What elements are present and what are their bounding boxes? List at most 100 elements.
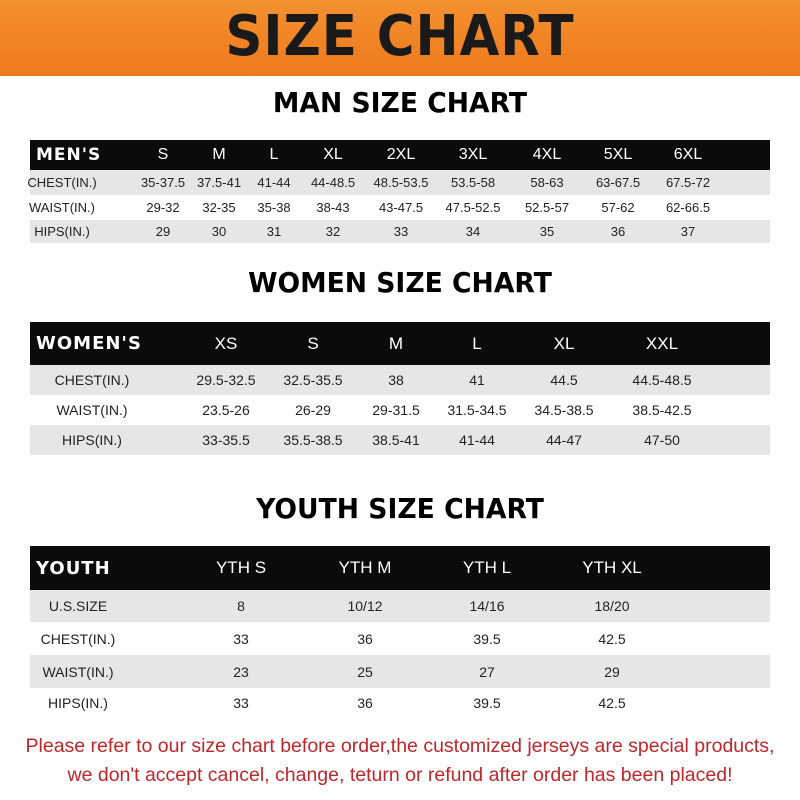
size-value-cell: 37.5-41 <box>196 175 242 190</box>
size-value-cell: 31.5-34.5 <box>447 402 507 418</box>
youth-table-row: WAIST(IN.) 23 25 27 29 <box>30 655 770 688</box>
size-value-cell: 34.5-38.5 <box>534 402 594 418</box>
table-title-cell: MEN'S <box>36 145 102 165</box>
size-value-cell: 37 <box>680 224 696 239</box>
size-value-cell: 29.5-32.5 <box>196 372 256 388</box>
youth-header-row: YOUTH YTH S YTH M YTH L YTH XL <box>30 546 770 590</box>
size-value-cell: 25 <box>357 663 373 680</box>
size-value-cell: 29-32 <box>146 200 180 215</box>
size-value-cell: 32 <box>325 224 341 239</box>
size-value-cell: 18/20 <box>594 598 630 614</box>
size-value-cell: 33-35.5 <box>202 432 250 448</box>
measurement-label: CHEST(IN.) <box>27 175 97 190</box>
size-value-cell: 41-44 <box>459 432 495 448</box>
measurement-label: WAIST(IN.) <box>42 663 114 680</box>
size-header-cell: YTH M <box>338 558 392 577</box>
size-value-cell: 67.5-72 <box>665 175 711 190</box>
measurement-label: HIPS(IN.) <box>34 224 90 239</box>
size-value-cell: 39.5 <box>473 695 501 711</box>
size-header-cell: M <box>388 333 404 353</box>
youth-table-row: CHEST(IN.) 33 36 39.5 42.5 <box>30 622 770 655</box>
size-value-cell: 52.5-57 <box>524 200 570 215</box>
measurement-label: CHEST(IN.) <box>40 630 116 647</box>
size-value-cell: 41 <box>469 372 485 388</box>
size-value-cell: 39.5 <box>473 630 501 647</box>
size-value-cell: 33 <box>233 695 249 711</box>
size-value-cell: 47-50 <box>644 432 680 448</box>
size-header-cell: L <box>472 333 482 353</box>
size-value-cell: 10/12 <box>347 598 383 614</box>
size-header-cell: 2XL <box>386 146 416 163</box>
youth-title: YOUTH SIZE CHART <box>256 492 544 525</box>
size-header-cell: 5XL <box>603 146 633 163</box>
size-value-cell: 63-67.5 <box>595 175 641 190</box>
women-title: WOMEN SIZE CHART <box>248 266 552 299</box>
size-header-cell: XL <box>553 333 575 353</box>
size-value-cell: 48.5-53.5 <box>373 175 429 190</box>
size-value-cell: 30 <box>211 224 227 239</box>
size-value-cell: 23 <box>233 663 249 680</box>
size-value-cell: 33 <box>393 224 409 239</box>
size-value-cell: 26-29 <box>295 402 331 418</box>
size-value-cell: 43-47.5 <box>378 200 424 215</box>
men-table-row: WAIST(IN.) 29-32 32-35 35-38 38-43 43-47.5 47.… <box>29 195 770 220</box>
women-header-row: WOMEN'S XS S M L XL XXL <box>30 322 770 365</box>
size-value-cell: 35.5-38.5 <box>283 432 343 448</box>
size-value-cell: 29 <box>604 663 620 680</box>
size-header-cell: 3XL <box>458 146 488 163</box>
banner: SIZE CHART <box>0 0 800 76</box>
size-value-cell: 47.5-52.5 <box>445 200 501 215</box>
measurement-label: HIPS(IN.) <box>48 695 108 711</box>
women-table-row: CHEST(IN.) 29.5-32.5 32.5-35.5 38 41 44.5 44.5… <box>30 365 770 395</box>
banner-title: SIZE CHART <box>225 4 575 69</box>
size-value-cell: 44-48.5 <box>310 175 356 190</box>
size-header-cell: 4XL <box>532 146 562 163</box>
measurement-label: U.S.SIZE <box>48 598 108 614</box>
women-table-row: HIPS(IN.) 33-35.5 35.5-38.5 38.5-41 41-44 44-… <box>30 425 770 455</box>
size-value-cell: 38-43 <box>316 200 350 215</box>
measurement-label: HIPS(IN.) <box>62 432 122 448</box>
size-value-cell: 29-31.5 <box>372 402 420 418</box>
size-header-cell: YTH L <box>462 558 512 577</box>
size-value-cell: 44.5-48.5 <box>632 372 692 388</box>
size-header-cell: M <box>212 146 226 163</box>
size-value-cell: 32.5-35.5 <box>283 372 343 388</box>
men-size-table: MEN'S S M L XL 2XL 3XL 4XL 5XL 6XL CHEST(IN.) 35-37… <box>27 140 770 243</box>
size-header-cell: XXL <box>645 333 679 353</box>
footer-notice-line-2: we don't accept cancel, change, teturn o… <box>67 764 733 786</box>
table-title-cell: YOUTH <box>36 557 111 579</box>
size-value-cell: 38 <box>388 372 404 388</box>
men-title: MAN SIZE CHART <box>272 86 528 119</box>
size-value-cell: 42.5 <box>598 695 626 711</box>
table-title-cell: WOMEN'S <box>36 333 142 354</box>
youth-size-table: YOUTH YTH S YTH M YTH L YTH XL U.S.SIZE 8 10/12… <box>30 546 770 718</box>
size-value-cell: 33 <box>233 630 249 647</box>
size-value-cell: 38.5-42.5 <box>632 402 692 418</box>
size-value-cell: 34 <box>465 224 481 239</box>
measurement-label: CHEST(IN.) <box>54 372 130 388</box>
size-value-cell: 44-47 <box>546 432 582 448</box>
size-value-cell: 32-35 <box>202 200 236 215</box>
size-value-cell: 36 <box>357 695 373 711</box>
size-header-cell: XS <box>214 333 238 353</box>
size-value-cell: 38.5-41 <box>372 432 420 448</box>
size-header-cell: 6XL <box>673 146 703 163</box>
youth-table-row: HIPS(IN.) 33 36 39.5 42.5 <box>30 688 770 718</box>
youth-table-row: U.S.SIZE 8 10/12 14/16 18/20 <box>30 590 770 622</box>
size-header-cell: S <box>307 333 319 353</box>
size-value-cell: 62-66.5 <box>665 200 711 215</box>
size-value-cell: 31 <box>266 224 282 239</box>
size-value-cell: 35 <box>539 224 555 239</box>
size-header-cell: YTH S <box>215 558 267 577</box>
footer-notice-line-1: Please refer to our size chart before or… <box>25 735 775 757</box>
size-header-cell: L <box>269 146 279 163</box>
size-header-cell: YTH XL <box>582 558 642 577</box>
size-value-cell: 29 <box>155 224 171 239</box>
size-value-cell: 8 <box>237 598 245 614</box>
size-value-cell: 41-44 <box>257 175 291 190</box>
measurement-label: WAIST(IN.) <box>56 402 128 418</box>
size-value-cell: 27 <box>479 663 495 680</box>
size-value-cell: 14/16 <box>469 598 505 614</box>
size-value-cell: 36 <box>610 224 626 239</box>
size-header-cell: XL <box>323 146 343 163</box>
